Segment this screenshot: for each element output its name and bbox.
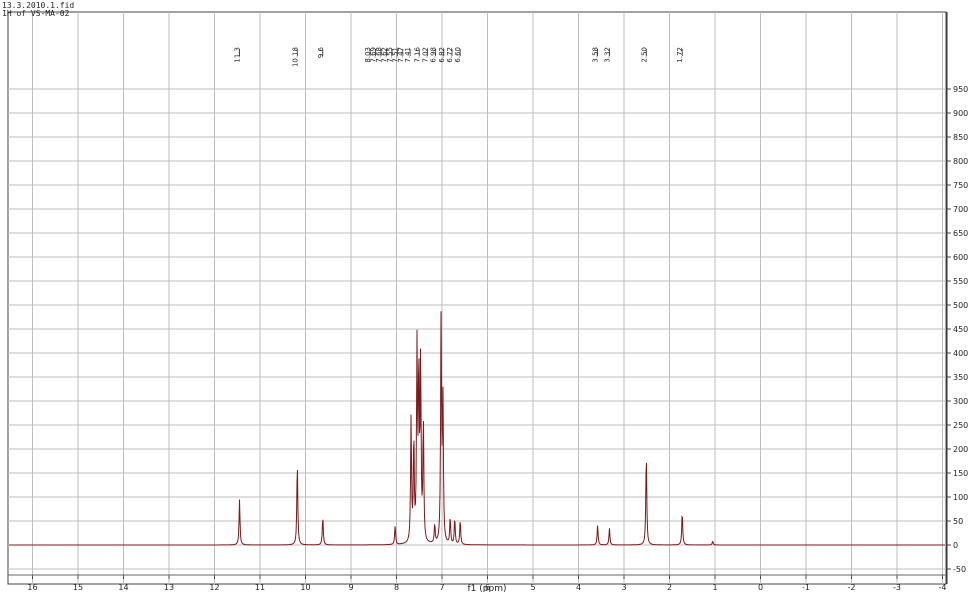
peak-labels: 11.3 10.18 9.6 8.037.697.687.627.557.517.47… <box>234 46 685 67</box>
x-tick-label: 10 <box>300 583 310 592</box>
x-tick-label: 15 <box>73 583 83 592</box>
y-tick-label: 600 <box>953 253 968 262</box>
x-tick-label: 11 <box>255 583 265 592</box>
y-tick-label: 400 <box>953 349 968 358</box>
peak-label: 6.60 <box>454 47 462 63</box>
peak-label: 8.03 <box>364 47 372 63</box>
y-tick-label: 350 <box>953 373 968 382</box>
horizontal-gridlines <box>8 88 946 570</box>
peak-label: 7.68 <box>375 47 383 63</box>
x-tick-label: -4 <box>939 583 947 592</box>
y-tick-label: 100 <box>953 493 968 502</box>
x-tick-label: 13 <box>164 583 174 592</box>
spectrum-sample-title: 1H of VS-MA-02 <box>2 9 70 18</box>
x-tick-label: 12 <box>209 583 219 592</box>
peak-label: 2.50 <box>640 47 648 63</box>
y-tick-label: 500 <box>953 301 968 310</box>
y-tick-label: 150 <box>953 469 968 478</box>
plot-frame <box>7 11 947 585</box>
y-tick-label: 550 <box>953 277 968 286</box>
peak-label: 7.55 <box>386 47 394 63</box>
peak-label: 7.41 <box>404 47 412 63</box>
x-tick-label: -3 <box>893 583 901 592</box>
x-tick-label: 2 <box>667 583 672 592</box>
x-tick-label: 14 <box>118 583 128 592</box>
y-tick-label: 450 <box>953 325 968 334</box>
peak-label: 1.72 <box>676 47 684 63</box>
x-tick-label: 6 <box>485 583 490 592</box>
x-tick-label: 8 <box>394 583 399 592</box>
spectrum-filename: 13.3.2010.1.fid <box>2 1 75 10</box>
peak-label: 7.02 <box>421 47 429 63</box>
x-tick-label: 16 <box>27 583 37 592</box>
x-axis-ticks: 16 15 14 13 12 11 10 9 8 7 6 5 4 3 2 1 0 -1 -2 -3 -4 <box>27 575 946 592</box>
y-tick-label: 750 <box>953 181 968 190</box>
x-tick-label: 1 <box>712 583 717 592</box>
x-tick-label: 5 <box>530 583 535 592</box>
x-tick-label: 7 <box>439 583 444 592</box>
y-axis-ticks: -50 0 50 100 150 200 250 300 350 400 450 500 550 600 6… <box>947 85 968 574</box>
x-tick-label: 9 <box>348 583 353 592</box>
y-tick-label: 200 <box>953 445 968 454</box>
peak-label: 6.72 <box>446 47 454 63</box>
peak-label: 7.47 <box>397 47 405 63</box>
x-tick-label: 3 <box>621 583 626 592</box>
y-tick-label: 700 <box>953 205 968 214</box>
y-tick-label: 850 <box>953 133 968 142</box>
y-tick-label: 800 <box>953 157 968 166</box>
peak-label: 11.3 <box>234 47 242 63</box>
x-tick-label: -2 <box>848 583 856 592</box>
peak-label: 6.82 <box>438 47 446 63</box>
peak-label: 3.32 <box>603 47 611 63</box>
peak-label: 7.16 <box>413 46 421 62</box>
y-tick-label: 300 <box>953 397 968 406</box>
peak-label: 9.6 <box>317 46 325 58</box>
vertical-gridlines <box>32 12 943 584</box>
peak-label: 6.98 <box>430 47 438 63</box>
peak-label: 7.62 <box>380 47 388 63</box>
y-tick-label: 650 <box>953 229 968 238</box>
x-tick-label: 4 <box>576 583 581 592</box>
x-tick-label: 0 <box>758 583 763 592</box>
y-tick-label: 250 <box>953 421 968 430</box>
y-tick-label: 50 <box>953 517 963 526</box>
x-tick-label: -1 <box>802 583 810 592</box>
y-tick-label: -50 <box>953 565 966 574</box>
y-tick-label: 950 <box>953 85 968 94</box>
y-tick-label: 900 <box>953 109 968 118</box>
peak-label: 7.51 <box>391 47 399 63</box>
spectrum-line <box>9 311 945 546</box>
x-axis-label: f1 (ppm) <box>468 584 507 592</box>
peak-label: 3.58 <box>592 47 600 63</box>
peak-label: 7.69 <box>370 47 378 63</box>
y-tick-label: 0 <box>953 541 958 550</box>
peak-label: 10.18 <box>291 47 299 67</box>
